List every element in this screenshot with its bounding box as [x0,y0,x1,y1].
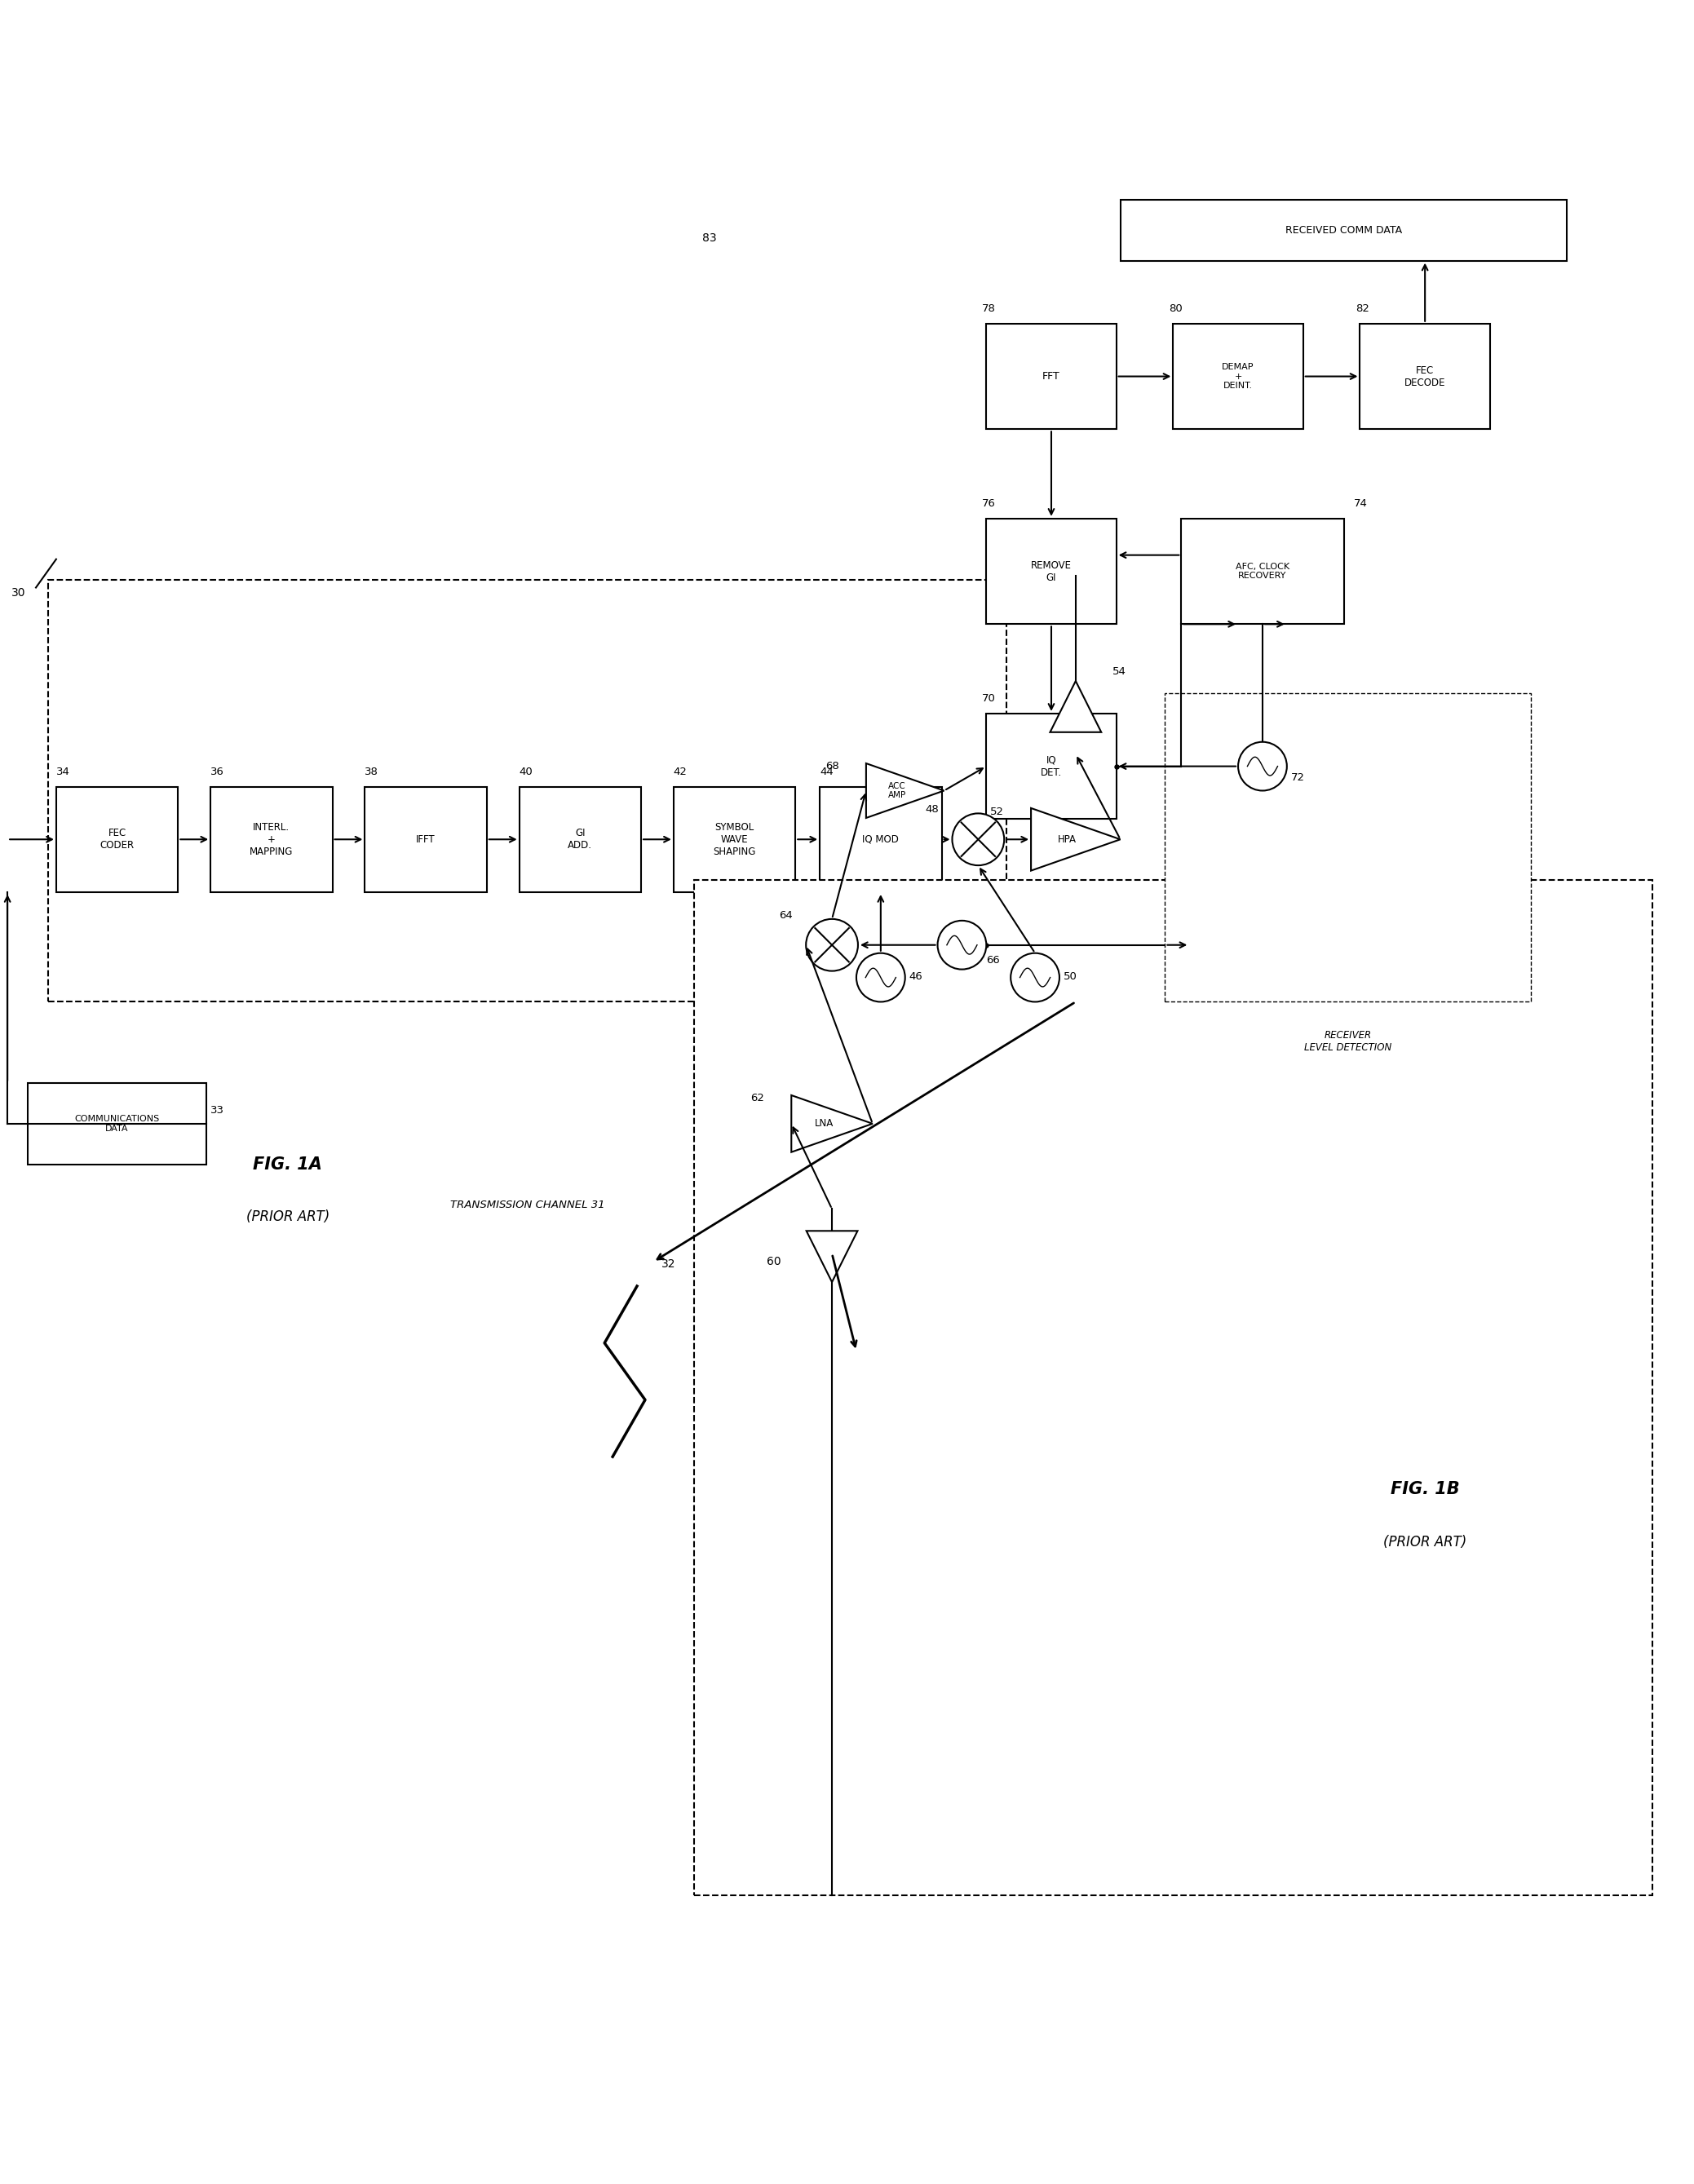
Circle shape [937,922,986,970]
Text: TRANSMISSION CHANNEL 31: TRANSMISSION CHANNEL 31 [451,1199,605,1210]
Text: 76: 76 [983,498,996,509]
Bar [820,786,942,893]
Text: IFFT: IFFT [417,834,435,845]
Text: 74: 74 [1354,498,1367,509]
Bar [364,786,486,893]
Text: 78: 78 [983,304,996,314]
Text: IQ
DET.: IQ DET. [1040,756,1062,778]
Text: 66: 66 [986,954,999,965]
Text: ACC
AMP: ACC AMP [888,782,906,799]
Polygon shape [791,1094,872,1153]
Bar [674,786,796,893]
Text: 68: 68 [825,760,839,771]
Text: 48: 48 [925,804,938,815]
Text: 80: 80 [1169,304,1182,314]
Circle shape [857,952,905,1002]
Text: DEMAP
+
DEINT.: DEMAP + DEINT. [1221,363,1254,391]
Bar [520,786,640,893]
Text: 44: 44 [820,767,833,778]
Bar [1165,692,1531,1002]
Text: 83: 83 [701,234,717,245]
Text: 38: 38 [364,767,379,778]
Text: 60: 60 [767,1256,781,1267]
Bar [1174,323,1303,430]
Text: HPA: HPA [1057,834,1076,845]
Text: FIG. 1A: FIG. 1A [252,1155,322,1173]
Text: 54: 54 [1113,666,1127,677]
Circle shape [806,919,857,972]
Circle shape [1238,743,1287,791]
Polygon shape [1032,808,1120,871]
Text: 70: 70 [983,692,996,703]
Text: 50: 50 [1064,972,1077,981]
Text: (PRIOR ART): (PRIOR ART) [1384,1535,1467,1548]
Polygon shape [806,1232,857,1282]
Text: FEC
CODER: FEC CODER [100,828,134,852]
Text: 34: 34 [56,767,69,778]
Text: 32: 32 [661,1258,676,1269]
Bar [27,1083,207,1164]
Text: GI
ADD.: GI ADD. [567,828,593,852]
Bar [986,518,1116,625]
Text: 52: 52 [991,806,1005,817]
Text: 42: 42 [674,767,688,778]
Text: 30: 30 [12,587,25,598]
Text: 40: 40 [520,767,534,778]
Text: 62: 62 [750,1092,764,1103]
Circle shape [952,812,1005,865]
Text: 82: 82 [1355,304,1370,314]
Polygon shape [866,764,944,819]
Text: 46: 46 [910,972,923,981]
Bar [1181,518,1343,625]
Text: (PRIOR ART): (PRIOR ART) [246,1210,329,1225]
Bar [695,880,1652,1896]
Text: SYMBOL
WAVE
SHAPING: SYMBOL WAVE SHAPING [713,821,756,856]
Bar [986,714,1116,819]
Text: 72: 72 [1291,771,1304,782]
Text: AFC, CLOCK
RECOVERY: AFC, CLOCK RECOVERY [1235,563,1289,581]
Text: FIG. 1B: FIG. 1B [1391,1481,1460,1498]
Text: 64: 64 [779,911,793,922]
Text: 33: 33 [210,1105,224,1116]
Text: INTERL.
+
MAPPING: INTERL. + MAPPING [249,821,293,856]
Bar [210,786,332,893]
Text: RECEIVER
LEVEL DETECTION: RECEIVER LEVEL DETECTION [1304,1031,1391,1053]
Text: REMOVE
GI: REMOVE GI [1032,559,1072,583]
Polygon shape [1050,681,1101,732]
Text: 36: 36 [210,767,224,778]
Bar [1360,323,1491,430]
Text: FEC
DECODE: FEC DECODE [1404,365,1445,389]
Text: RECEIVED COMM DATA: RECEIVED COMM DATA [1286,225,1403,236]
Circle shape [1011,952,1059,1002]
Bar [986,323,1116,430]
Text: FFT: FFT [1042,371,1060,382]
Text: IQ MOD: IQ MOD [862,834,900,845]
Bar [47,579,1006,1002]
Text: LNA: LNA [815,1118,833,1129]
Bar [56,786,178,893]
Text: COMMUNICATIONS
DATA: COMMUNICATIONS DATA [75,1114,159,1133]
Bar [1120,199,1567,260]
